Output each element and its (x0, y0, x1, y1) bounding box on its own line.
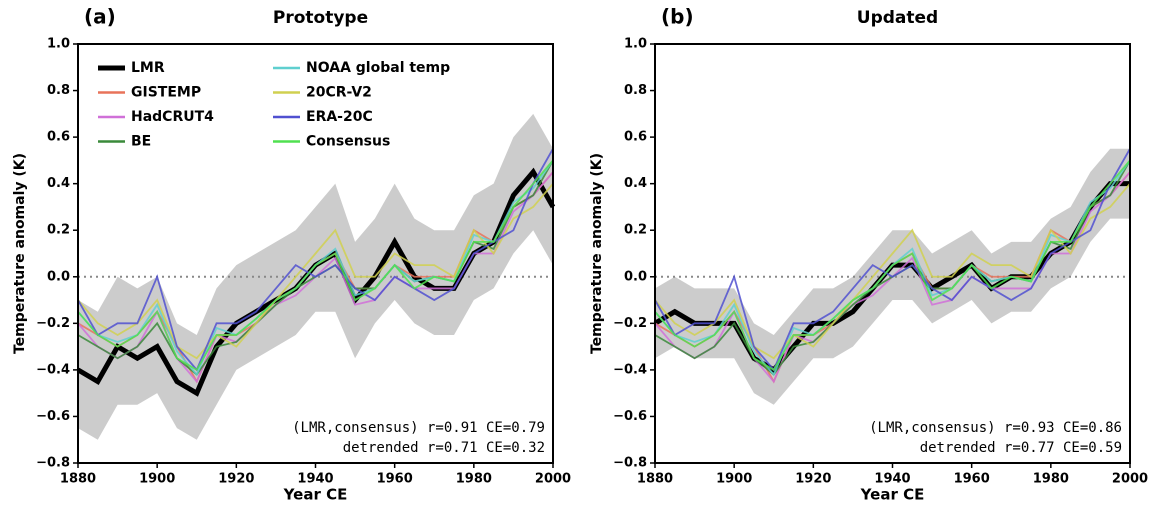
x-tick-label: 1980 (456, 472, 492, 487)
legend-label: GISTEMP (131, 85, 201, 101)
y-tick-label: 0.6 (624, 130, 647, 145)
y-tick-label: 0.4 (624, 176, 647, 191)
y-tick-label: 0.2 (47, 223, 70, 238)
legend-label: LMR (131, 60, 165, 76)
y-tick-label: 0.0 (624, 269, 647, 284)
y-tick-label: −0.6 (36, 409, 70, 424)
series-line (654, 148, 1131, 372)
annotation: (LMR,consensus) r=0.91 CE=0.79 (292, 420, 545, 436)
legend-label: HadCRUT4 (131, 109, 214, 125)
y-tick-label: −0.4 (613, 362, 647, 377)
y-tick-label: 0.8 (624, 83, 647, 98)
panel-label: (b) (661, 5, 694, 29)
y-tick-label: 0.6 (47, 130, 70, 145)
legend-label: NOAA global temp (306, 60, 450, 76)
x-axis-label: Year CE (283, 486, 348, 504)
y-tick-label: 1.0 (47, 37, 70, 52)
legend-label: BE (131, 134, 151, 150)
y-tick-label: −0.8 (613, 456, 647, 471)
chart-title: Prototype (273, 8, 368, 28)
series-line (654, 183, 1131, 360)
chart-title: Updated (857, 8, 938, 28)
x-tick-label: 2000 (1112, 472, 1148, 487)
x-tick-label: 1920 (795, 472, 831, 487)
x-tick-label: 1900 (139, 472, 175, 487)
series-line (77, 148, 554, 372)
panel-label: (a) (84, 5, 116, 29)
series-line (654, 159, 1131, 372)
x-tick-label: 2000 (535, 472, 571, 487)
legend-label: 20CR-V2 (306, 85, 372, 101)
x-tick-label: 1900 (716, 472, 752, 487)
annotation: detrended r=0.71 CE=0.32 (343, 440, 545, 456)
legend-label: ERA-20C (306, 109, 373, 125)
x-tick-label: 1920 (218, 472, 254, 487)
x-tick-label: 1980 (1033, 472, 1069, 487)
x-tick-label: 1960 (954, 472, 990, 487)
y-tick-label: 0.0 (47, 269, 70, 284)
y-tick-label: −0.2 (613, 316, 647, 331)
y-tick-label: −0.4 (36, 362, 70, 377)
annotation: (LMR,consensus) r=0.93 CE=0.86 (869, 420, 1122, 436)
y-tick-label: −0.8 (36, 456, 70, 471)
y-tick-label: 0.4 (47, 176, 70, 191)
x-tick-label: 1880 (60, 472, 96, 487)
y-tick-label: 0.8 (47, 83, 70, 98)
y-tick-label: 0.2 (624, 223, 647, 238)
x-tick-label: 1940 (874, 472, 910, 487)
x-tick-label: 1880 (637, 472, 673, 487)
y-axis-label: Temperature anomaly (K) (12, 153, 28, 354)
x-tick-label: 1960 (377, 472, 413, 487)
series-line (77, 159, 554, 372)
x-axis-label: Year CE (860, 486, 925, 504)
y-tick-label: −0.6 (613, 409, 647, 424)
annotation: detrended r=0.77 CE=0.59 (920, 440, 1122, 456)
series-line (77, 183, 554, 360)
x-tick-label: 1940 (297, 472, 333, 487)
y-tick-label: 1.0 (624, 37, 647, 52)
legend-label: Consensus (306, 134, 390, 150)
y-tick-label: −0.2 (36, 316, 70, 331)
y-axis-label: Temperature anomaly (K) (589, 153, 605, 354)
